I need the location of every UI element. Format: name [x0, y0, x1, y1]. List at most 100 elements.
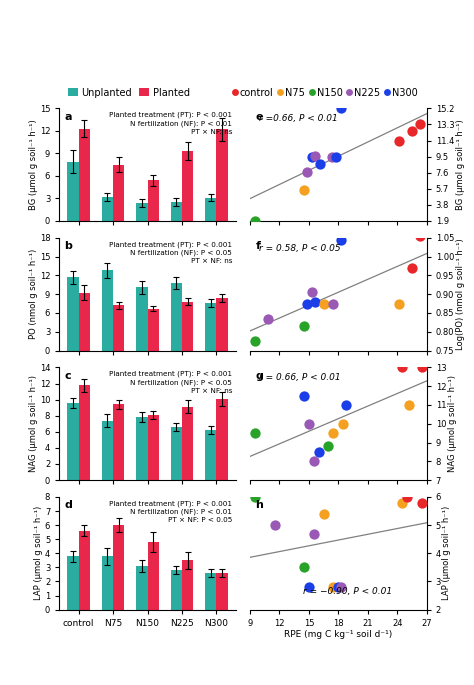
Point [418, 362, 426, 373]
Point [251, 492, 259, 503]
Bar [79, 385, 90, 480]
Bar [217, 298, 228, 351]
Y-axis label: NAG (μmol g soil⁻¹ h⁻¹): NAG (μmol g soil⁻¹ h⁻¹) [447, 375, 456, 472]
Point [398, 362, 406, 373]
X-axis label: RPE (mg C kg⁻¹ soil d⁻¹): RPE (mg C kg⁻¹ soil d⁻¹) [284, 630, 392, 640]
Point [329, 582, 337, 593]
Bar [79, 531, 90, 610]
Bar [102, 197, 113, 221]
Text: g: g [255, 371, 263, 381]
Bar [205, 303, 217, 351]
Bar [113, 164, 125, 221]
Point [416, 231, 424, 242]
Bar [182, 151, 193, 221]
Point [311, 296, 319, 307]
Text: Planted treatment (PT): P < 0.001
N fertilization (NF): P < 0.01
PT × NF: P < 0.: Planted treatment (PT): P < 0.001 N fert… [109, 500, 232, 523]
Text: r = 0.66, P < 0.01: r = 0.66, P < 0.01 [259, 373, 340, 382]
Bar [136, 417, 147, 480]
Bar [79, 293, 90, 351]
Point [333, 151, 340, 162]
Point [337, 103, 345, 114]
Bar [67, 162, 79, 221]
Bar [147, 309, 159, 351]
Text: Planted treatment (PT): P < 0.001
N fertilization (NF): P < 0.05
PT × NF: ns: Planted treatment (PT): P < 0.001 N fert… [109, 371, 232, 394]
Point [408, 262, 416, 273]
Y-axis label: NAG (μmol g soil⁻¹ h⁻¹): NAG (μmol g soil⁻¹ h⁻¹) [29, 375, 38, 472]
Bar [147, 415, 159, 480]
Point [339, 419, 347, 429]
Point [315, 447, 322, 458]
Bar [182, 407, 193, 480]
Point [320, 508, 328, 519]
Text: r = −0.90, P < 0.01: r = −0.90, P < 0.01 [302, 587, 392, 596]
Text: d: d [64, 500, 73, 510]
Bar [136, 287, 147, 351]
Bar [113, 525, 125, 610]
Y-axis label: Log(PO) (nmol g soil⁻¹ h⁻¹): Log(PO) (nmol g soil⁻¹ h⁻¹) [456, 238, 465, 350]
Text: a: a [64, 112, 72, 122]
Point [405, 399, 413, 410]
Point [305, 582, 313, 593]
Text: Planted treatment (PT): P < 0.001
N fertilization (NF): P < 0.01
PT × NF: ns: Planted treatment (PT): P < 0.001 N fert… [109, 112, 232, 135]
Bar [67, 556, 79, 610]
Point [395, 135, 403, 146]
Bar [113, 306, 125, 351]
Point [300, 185, 308, 196]
Point [300, 562, 308, 573]
Y-axis label: LAP (μmol g soil⁻¹ h⁻¹): LAP (μmol g soil⁻¹ h⁻¹) [35, 506, 44, 601]
Point [251, 336, 259, 347]
Point [310, 456, 318, 466]
Bar [217, 573, 228, 610]
Bar [182, 560, 193, 610]
Point [342, 399, 350, 410]
Point [329, 427, 337, 438]
Bar [171, 283, 182, 351]
Point [303, 166, 310, 177]
Point [395, 298, 403, 309]
Text: Planted treatment (PT): P < 0.001
N fertilization (NF): P < 0.05
PT × NF: ns: Planted treatment (PT): P < 0.001 N fert… [109, 241, 232, 264]
Point [337, 234, 345, 245]
Text: b: b [64, 241, 73, 251]
Point [408, 126, 416, 137]
Text: r = 0.58, P < 0.05: r = 0.58, P < 0.05 [259, 243, 340, 253]
Bar [182, 301, 193, 351]
Point [416, 119, 424, 130]
Bar [102, 556, 113, 610]
Text: r =0.66, P < 0.01: r =0.66, P < 0.01 [259, 114, 337, 123]
Point [335, 582, 342, 593]
Point [271, 520, 278, 531]
Point [310, 528, 318, 539]
Point [337, 582, 345, 593]
Point [398, 497, 406, 508]
Bar [217, 399, 228, 480]
Point [305, 419, 313, 429]
Y-axis label: PO (nmol g soil⁻¹ h⁻¹): PO (nmol g soil⁻¹ h⁻¹) [29, 249, 38, 339]
Y-axis label: LAP (μmol g soil⁻¹ h⁻¹): LAP (μmol g soil⁻¹ h⁻¹) [442, 506, 451, 601]
Text: h: h [255, 500, 263, 510]
Bar [171, 427, 182, 480]
Bar [171, 570, 182, 610]
Bar [102, 271, 113, 351]
Text: e: e [255, 112, 263, 122]
Bar [136, 203, 147, 221]
Point [264, 313, 272, 324]
Bar [67, 277, 79, 351]
Point [251, 427, 259, 438]
Point [300, 321, 308, 332]
Y-axis label: BG (μmol g soil⁻¹ h⁻¹): BG (μmol g soil⁻¹ h⁻¹) [29, 119, 38, 210]
Bar [171, 202, 182, 221]
Bar [147, 542, 159, 610]
Bar [67, 403, 79, 480]
Bar [205, 430, 217, 480]
Text: f: f [255, 241, 260, 251]
Point [329, 298, 337, 309]
Bar [102, 421, 113, 480]
Point [325, 441, 332, 452]
Point [303, 298, 310, 309]
Point [251, 216, 259, 227]
Point [328, 151, 336, 162]
Point [316, 159, 323, 170]
Bar [205, 573, 217, 610]
Point [311, 150, 319, 161]
Bar [79, 129, 90, 221]
